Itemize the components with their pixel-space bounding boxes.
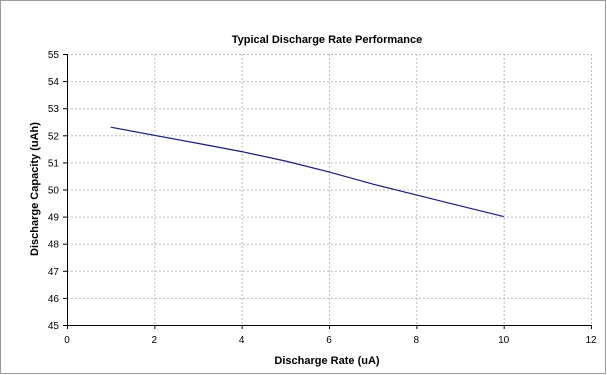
y-tick-label: 55 [48, 50, 60, 61]
gridlines [67, 54, 592, 325]
x-axis-label: Discharge Rate (uA) [274, 355, 379, 367]
axes [63, 54, 592, 329]
chart-title: Typical Discharge Rate Performance [232, 34, 423, 46]
x-tick-label: 2 [152, 335, 158, 346]
x-tick-label: 12 [585, 335, 597, 346]
series-line [110, 126, 504, 218]
x-tick-label: 4 [239, 335, 245, 346]
x-tick-label: 0 [64, 335, 70, 346]
y-axis-label: Discharge Capacity (uAh) [29, 122, 41, 256]
y-tick-label: 50 [48, 186, 60, 197]
series-group [110, 126, 504, 218]
y-tick-label: 53 [48, 104, 60, 115]
y-tick-label: 54 [48, 77, 60, 88]
y-tick-label: 45 [48, 321, 60, 332]
y-tick-label: 48 [48, 240, 60, 251]
x-tick-label: 10 [498, 335, 510, 346]
x-tick-label: 8 [414, 335, 420, 346]
y-tick-label: 52 [48, 131, 60, 142]
y-tick-label: 51 [48, 158, 60, 169]
y-tick-label: 49 [48, 213, 60, 224]
x-tick-label: 6 [326, 335, 332, 346]
y-tick-label: 47 [48, 267, 60, 278]
y-tick-label: 46 [48, 294, 60, 305]
